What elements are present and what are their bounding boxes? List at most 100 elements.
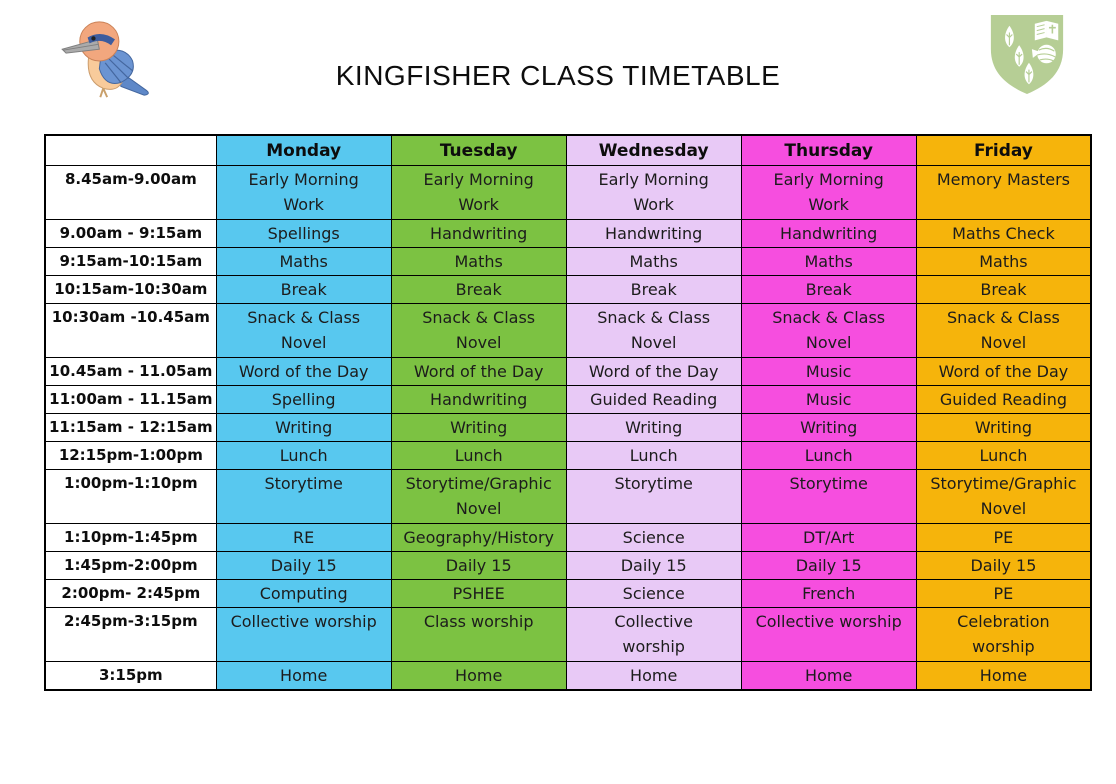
cell-tuesday-row8: Lunch bbox=[390, 441, 567, 470]
cell-monday-row13: Collective worship bbox=[215, 607, 392, 662]
timetable-row: 10:30am -10.45am Snack & Class Novel Snack… bbox=[44, 303, 1092, 358]
cell-wednesday-row7: Writing bbox=[565, 413, 742, 442]
cell-monday-row0: Early Morning Work bbox=[215, 165, 392, 220]
cell-monday-row11: Daily 15 bbox=[215, 551, 392, 580]
time-label-row2: 9:15am-10:15am bbox=[44, 247, 217, 276]
cell-tuesday-row3: Break bbox=[390, 275, 567, 304]
time-label-row4: 10:30am -10.45am bbox=[44, 303, 217, 358]
timetable-row: 2:00pm- 2:45pm Computing PSHEE Science Frenc… bbox=[44, 579, 1092, 608]
open-book-icon bbox=[1034, 20, 1059, 41]
cell-tuesday-row12: PSHEE bbox=[390, 579, 567, 608]
cell-tuesday-row0: Early Morning Work bbox=[390, 165, 567, 220]
cell-thursday-row2: Maths bbox=[740, 247, 917, 276]
cell-monday-row2: Maths bbox=[215, 247, 392, 276]
cell-thursday-row10: DT/Art bbox=[740, 523, 917, 552]
cell-thursday-row4: Snack & Class Novel bbox=[740, 303, 917, 358]
cell-friday-row3: Break bbox=[915, 275, 1092, 304]
cell-friday-row12: PE bbox=[915, 579, 1092, 608]
yarn-ball-icon bbox=[1031, 44, 1056, 64]
corner-cell bbox=[44, 134, 217, 166]
cell-thursday-row6: Music bbox=[740, 385, 917, 414]
cell-thursday-row13: Collective worship bbox=[740, 607, 917, 662]
cell-friday-row7: Writing bbox=[915, 413, 1092, 442]
timetable-row: 1:10pm-1:45pm RE Geography/History Science D… bbox=[44, 523, 1092, 552]
cell-wednesday-row2: Maths bbox=[565, 247, 742, 276]
time-label-row14: 3:15pm bbox=[44, 661, 217, 691]
cell-friday-row1: Maths Check bbox=[915, 219, 1092, 248]
cell-friday-row6: Guided Reading bbox=[915, 385, 1092, 414]
time-label-row9: 1:00pm-1:10pm bbox=[44, 469, 217, 524]
cell-thursday-row11: Daily 15 bbox=[740, 551, 917, 580]
timetable-row: 3:15pm Home Home Home Home Home bbox=[44, 661, 1092, 691]
timetable-row: 2:45pm-3:15pm Collective worship Class wor… bbox=[44, 607, 1092, 662]
time-label-row6: 11:00am - 11.15am bbox=[44, 385, 217, 414]
timetable-row: 9:15am-10:15am Maths Maths Maths Maths Maths bbox=[44, 247, 1092, 276]
cell-thursday-row9: Storytime bbox=[740, 469, 917, 524]
cell-tuesday-row14: Home bbox=[390, 661, 567, 691]
cell-friday-row13: Celebration worship bbox=[915, 607, 1092, 662]
timetable-row: 8.45am-9.00am Early Morning Work Early Mor… bbox=[44, 165, 1092, 220]
cell-monday-row6: Spelling bbox=[215, 385, 392, 414]
cell-monday-row1: Spellings bbox=[215, 219, 392, 248]
page-title: KINGFISHER CLASS TIMETABLE bbox=[335, 60, 781, 91]
time-label-row8: 12:15pm-1:00pm bbox=[44, 441, 217, 470]
timetable-row: 1:00pm-1:10pm Storytime Storytime/Graphic … bbox=[44, 469, 1092, 524]
class-timetable: Monday Tuesday Wednesday Thursday Friday… bbox=[44, 134, 1093, 691]
cell-wednesday-row13: Collective worship bbox=[565, 607, 742, 662]
cell-wednesday-row1: Handwriting bbox=[565, 219, 742, 248]
cell-thursday-row12: French bbox=[740, 579, 917, 608]
cell-thursday-row0: Early Morning Work bbox=[740, 165, 917, 220]
cell-tuesday-row2: Maths bbox=[390, 247, 567, 276]
cell-monday-row12: Computing bbox=[215, 579, 392, 608]
kingfisher-bird-logo bbox=[61, 21, 149, 98]
time-label-row0: 8.45am-9.00am bbox=[44, 165, 217, 220]
day-header-row: Monday Tuesday Wednesday Thursday Friday bbox=[44, 134, 1092, 166]
cell-tuesday-row4: Snack & Class Novel bbox=[390, 303, 567, 358]
cell-monday-row10: RE bbox=[215, 523, 392, 552]
cell-monday-row9: Storytime bbox=[215, 469, 392, 524]
day-header-tuesday: Tuesday bbox=[390, 134, 567, 166]
cell-wednesday-row3: Break bbox=[565, 275, 742, 304]
cell-friday-row14: Home bbox=[915, 661, 1092, 691]
day-header-thursday: Thursday bbox=[740, 134, 917, 166]
time-label-row1: 9.00am - 9:15am bbox=[44, 219, 217, 248]
cell-thursday-row3: Break bbox=[740, 275, 917, 304]
timetable-row: 12:15pm-1:00pm Lunch Lunch Lunch Lunch Lunch bbox=[44, 441, 1092, 470]
cell-friday-row4: Snack & Class Novel bbox=[915, 303, 1092, 358]
cell-thursday-row14: Home bbox=[740, 661, 917, 691]
cell-monday-row8: Lunch bbox=[215, 441, 392, 470]
cell-wednesday-row5: Word of the Day bbox=[565, 357, 742, 386]
timetable-row: 10:15am-10:30am Break Break Break Break Break bbox=[44, 275, 1092, 304]
day-header-wednesday: Wednesday bbox=[565, 134, 742, 166]
cell-monday-row4: Snack & Class Novel bbox=[215, 303, 392, 358]
cell-wednesday-row8: Lunch bbox=[565, 441, 742, 470]
cell-monday-row5: Word of the Day bbox=[215, 357, 392, 386]
cell-tuesday-row5: Word of the Day bbox=[390, 357, 567, 386]
time-label-row10: 1:10pm-1:45pm bbox=[44, 523, 217, 552]
cell-wednesday-row6: Guided Reading bbox=[565, 385, 742, 414]
time-label-row7: 11:15am - 12:15am bbox=[44, 413, 217, 442]
day-header-friday: Friday bbox=[915, 134, 1092, 166]
cell-monday-row7: Writing bbox=[215, 413, 392, 442]
timetable-row: 11:15am - 12:15am Writing Writing Writing Wr… bbox=[44, 413, 1092, 442]
cell-friday-row8: Lunch bbox=[915, 441, 1092, 470]
timetable-row: 10.45am - 11.05am Word of the Day Word of … bbox=[44, 357, 1092, 386]
day-header-monday: Monday bbox=[215, 134, 392, 166]
time-label-row5: 10.45am - 11.05am bbox=[44, 357, 217, 386]
cell-thursday-row7: Writing bbox=[740, 413, 917, 442]
cell-wednesday-row14: Home bbox=[565, 661, 742, 691]
leaf-icon bbox=[1005, 25, 1034, 85]
cell-wednesday-row12: Science bbox=[565, 579, 742, 608]
cell-tuesday-row9: Storytime/Graphic Novel bbox=[390, 469, 567, 524]
timetable-row: 9.00am - 9:15am Spellings Handwriting Handw… bbox=[44, 219, 1092, 248]
cell-tuesday-row11: Daily 15 bbox=[390, 551, 567, 580]
cell-tuesday-row1: Handwriting bbox=[390, 219, 567, 248]
cell-tuesday-row6: Handwriting bbox=[390, 385, 567, 414]
cell-friday-row10: PE bbox=[915, 523, 1092, 552]
time-label-row13: 2:45pm-3:15pm bbox=[44, 607, 217, 662]
cell-friday-row11: Daily 15 bbox=[915, 551, 1092, 580]
time-label-row12: 2:00pm- 2:45pm bbox=[44, 579, 217, 608]
cell-wednesday-row4: Snack & Class Novel bbox=[565, 303, 742, 358]
time-label-row11: 1:45pm-2:00pm bbox=[44, 551, 217, 580]
